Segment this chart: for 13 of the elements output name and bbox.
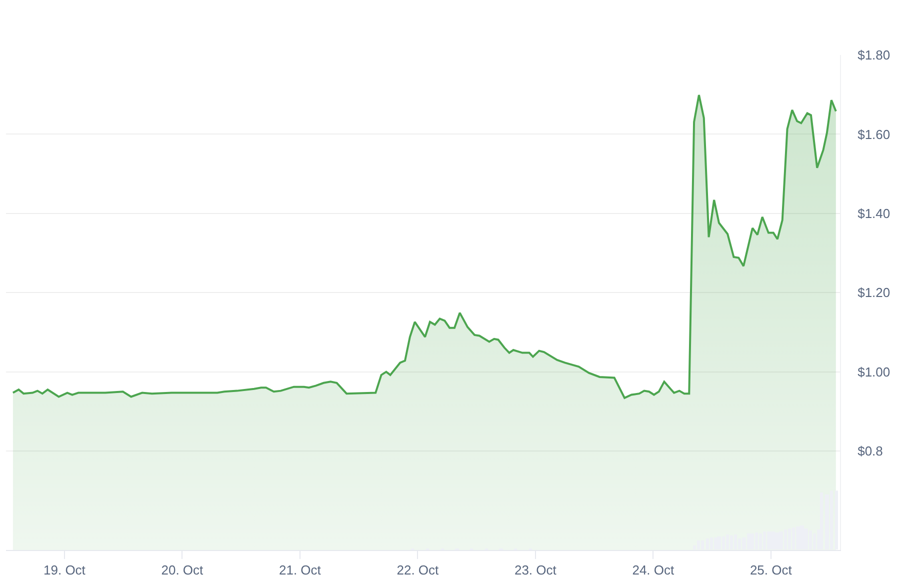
x-tick-label: 20. Oct (161, 562, 204, 578)
y-tick-label: $0.8 (858, 444, 883, 459)
y-tick-label: $1.00 (858, 364, 890, 380)
y-tick-label: $1.60 (858, 126, 890, 142)
y-tick-label: $1.20 (858, 285, 890, 300)
y-tick-label: $1.80 (858, 48, 890, 63)
x-tick-label: 22. Oct (396, 562, 440, 578)
x-tick-label: 21. Oct (278, 562, 322, 578)
x-tick-label: 23. Oct (514, 562, 557, 578)
y-tick-label: $1.40 (858, 206, 890, 221)
x-tick-label: 19. Oct (44, 562, 86, 578)
x-tick-label: 24. Oct (632, 562, 675, 578)
x-tick-label: 25. Oct (750, 562, 792, 578)
